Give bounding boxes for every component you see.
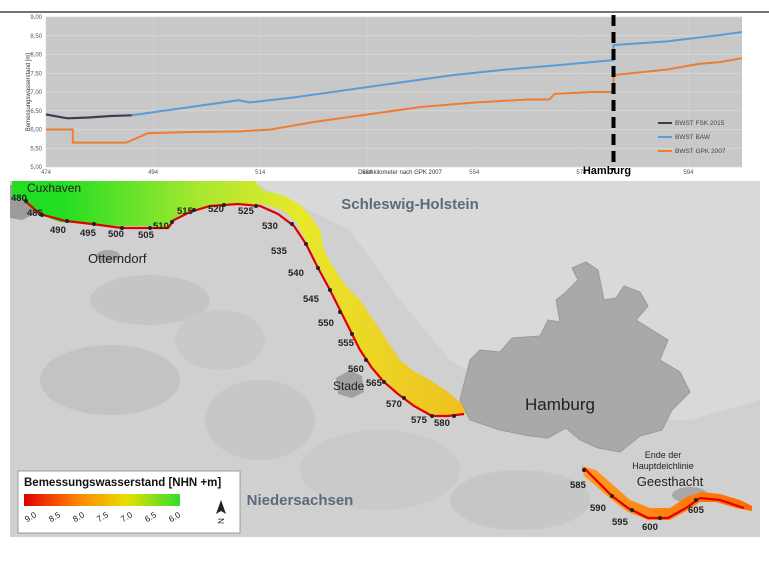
y-tick-label: 5,00 xyxy=(30,165,42,171)
place-hauptdeichlinie: Hauptdeichlinie xyxy=(632,461,694,471)
km-label: 525 xyxy=(238,206,255,217)
x-tick-label: 574 xyxy=(576,170,587,176)
series-line-1 xyxy=(45,113,132,120)
km-label: 490 xyxy=(50,225,66,236)
y-tick-label: 6,50 xyxy=(30,109,42,115)
km-label: 555 xyxy=(338,338,355,349)
km-label: 570 xyxy=(386,399,402,410)
y-tick-label: 9,00 xyxy=(30,15,42,21)
km-label: 550 xyxy=(318,318,334,329)
place-cuxhaven: Cuxhaven xyxy=(27,181,81,195)
y-tick-label: 8,00 xyxy=(30,53,42,59)
x-tick-label: 494 xyxy=(148,170,159,176)
x-tick-label: 534 xyxy=(362,170,373,176)
km-label: 600 xyxy=(642,522,658,533)
water-level-band xyxy=(12,181,466,416)
km-label: 540 xyxy=(288,268,304,279)
x-axis-ticks: 474 494 514 534 554 574 594 xyxy=(41,170,694,176)
km-label: 565 xyxy=(366,378,383,389)
y-tick-label: 6,00 xyxy=(30,128,42,134)
km-label: 510 xyxy=(153,221,169,232)
otterndorf-town xyxy=(96,250,120,262)
km-label: 505 xyxy=(138,230,155,241)
water-level-chart: 5,00 5,50 6,00 6,50 7,00 7,50 8,00 8,50 9,00 474… xyxy=(0,0,769,180)
series-line-3 xyxy=(46,57,743,144)
hamburg-marker-label: Hamburg xyxy=(583,165,631,177)
km-label: 580 xyxy=(434,418,450,429)
region-niedersachsen: Niedersachsen xyxy=(247,492,354,509)
chart-legend: BWST FSK 2015 BWST BAW BWST GPK 2007 xyxy=(658,120,726,155)
km-label: 590 xyxy=(590,503,606,514)
km-label: 495 xyxy=(80,228,97,239)
place-hamburg: Hamburg xyxy=(525,395,595,414)
elbe-map: 480 485 490 495 500 505 510 515 520 525 … xyxy=(10,181,760,537)
km-label: 530 xyxy=(262,221,278,232)
km-label: 575 xyxy=(411,415,428,426)
km-label: 560 xyxy=(348,364,364,375)
place-otterndorf: Otterndorf xyxy=(88,251,147,266)
km-markers xyxy=(24,199,698,520)
place-geesthacht: Geesthacht xyxy=(637,474,704,489)
y-tick-label: 8,50 xyxy=(30,34,42,40)
map-legend: Bemessungswasserstand [NHN +m] 9.0 8.5 8.0… xyxy=(17,470,241,534)
region-schleswig-holstein: Schleswig-Holstein xyxy=(341,196,479,213)
place-ende-der: Ende der xyxy=(645,450,682,460)
x-tick-label: 474 xyxy=(41,170,52,176)
km-label: 545 xyxy=(303,294,320,305)
x-tick-label: 554 xyxy=(469,170,480,176)
north-label: N xyxy=(216,518,225,524)
legend-fsk: BWST FSK 2015 xyxy=(675,120,725,127)
legend-color-ramp xyxy=(24,494,180,506)
km-labels: 480 485 490 495 500 505 510 515 520 525 … xyxy=(11,193,705,533)
chart-series xyxy=(45,31,743,144)
north-arrow-icon: N xyxy=(216,500,226,524)
legend-title: Bemessungswasserstand [NHN +m] xyxy=(24,477,221,489)
y-tick-label: 7,50 xyxy=(30,71,42,77)
km-label: 515 xyxy=(177,206,194,217)
y-axis-label: Bemessungswasserstand [m] xyxy=(26,52,32,131)
stade-town xyxy=(336,370,364,398)
km-label: 535 xyxy=(271,246,288,257)
km-label: 480 xyxy=(11,193,27,204)
km-label: 585 xyxy=(570,480,587,491)
km-label: 500 xyxy=(108,229,124,240)
dike-line-lower xyxy=(23,199,465,418)
x-tick-label: 514 xyxy=(255,170,266,176)
x-axis-label: Deichkilometer nach GPK 2007 xyxy=(358,170,442,176)
series-line-2 xyxy=(131,31,743,117)
km-label: 605 xyxy=(688,505,705,516)
place-stade: Stade xyxy=(333,379,365,393)
km-label: 520 xyxy=(208,204,224,215)
x-tick-label: 594 xyxy=(683,170,694,176)
km-label: 485 xyxy=(27,208,44,219)
y-tick-label: 5,50 xyxy=(30,146,42,152)
km-label: 595 xyxy=(612,517,629,528)
hamburg-city-area xyxy=(459,261,691,453)
legend-gpk: BWST GPK 2007 xyxy=(675,148,726,155)
y-tick-label: 7,00 xyxy=(30,90,42,96)
y-axis-ticks: 5,00 5,50 6,00 6,50 7,00 7,50 8,00 8,50 9,00 xyxy=(30,15,42,171)
legend-baw: BWST BAW xyxy=(675,134,711,141)
